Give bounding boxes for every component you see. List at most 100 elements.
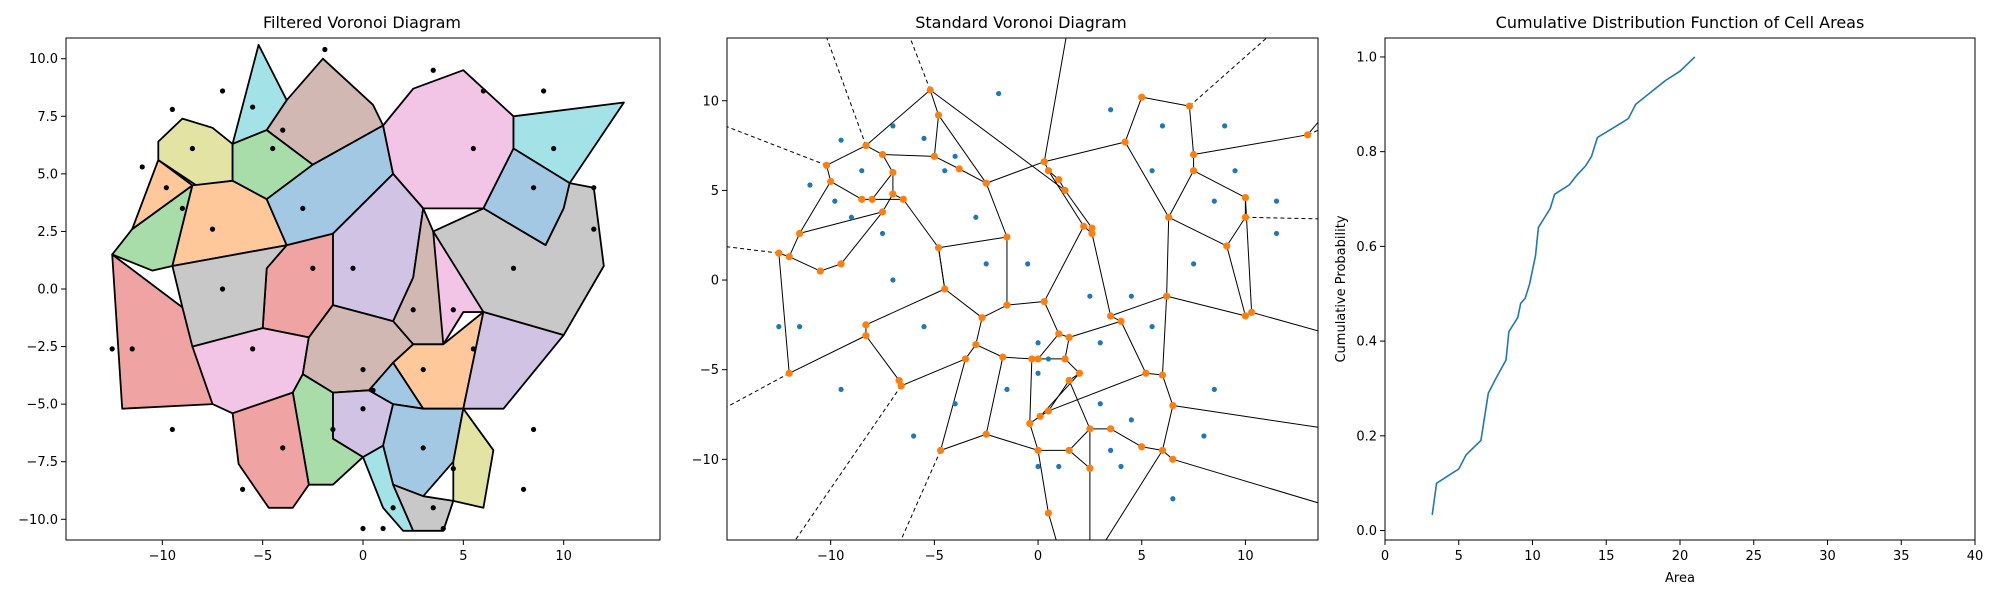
voronoi-edge [1068,428,1091,451]
voronoi-edge [1002,356,1032,360]
cdf-series-line [1431,56,1696,516]
voronoi-edge [840,211,883,265]
voronoi-vertex [1061,355,1069,363]
voronoi-edge [1043,38,1067,162]
seed-point [360,366,366,373]
voronoi-edge [1162,374,1174,406]
seed-point [551,145,557,152]
x-tick-label: 5 [459,549,467,564]
voronoi-vertex [1241,213,1250,221]
voronoi-cell [432,230,485,346]
input-point [983,261,989,267]
voronoi-cells [111,44,625,532]
voronoi-vertex [1086,425,1094,433]
voronoi-cell [452,407,495,509]
voronoi-cell [462,311,565,410]
voronoi-vertex [934,244,943,252]
seed-point [360,525,366,532]
voronoi-edge [799,211,883,234]
voronoi-edge [1166,295,1246,317]
y-tick-label: 0 [711,274,719,289]
voronoi-vertex [1223,242,1231,250]
input-point [1056,463,1062,470]
y-tick-label: 2.5 [37,225,58,240]
voronoi-vertex [1163,292,1171,300]
voronoi-vertex [1055,176,1063,184]
voronoi-edge [1047,512,1057,540]
voronoi-edge [1048,372,1147,412]
input-point [807,182,813,188]
voronoi-vertex [1158,371,1167,379]
seed-point [380,525,386,532]
input-point [1035,340,1041,346]
seed-point [420,445,426,451]
seed-point [390,505,396,511]
input-point [890,123,896,129]
voronoi-edge [944,288,983,319]
voronoi-edge [1172,458,1318,504]
voronoi-edge [1188,106,1195,155]
voronoi-edge [865,335,900,381]
seed-point [530,426,537,433]
voronoi-edge [1120,321,1147,374]
input-point [952,153,958,159]
voronoi-vertex [1028,355,1036,363]
input-point [1087,293,1093,299]
seed-point [520,486,527,492]
voronoi-edge [1124,96,1143,143]
voronoi-edge [1226,217,1246,247]
x-tick-label: −10 [149,549,176,564]
axes: −10 −5 0 5 10 −10 −5 0 5 10 [692,94,1254,564]
voronoi-edge [938,247,946,290]
voronoi-ray [1189,38,1268,107]
y-tick-label: −5.0 [26,398,58,413]
voronoi-vertex [1169,455,1177,463]
voronoi-edge [778,253,790,374]
x-tick-label: −5 [925,549,944,564]
voronoi-vertex [1088,224,1096,232]
seed-point [322,46,328,53]
seed-point [541,88,547,94]
standard-voronoi-panel: Standard Voronoi Diagram −10 −5 0 5 10 −10 −5 0… [692,13,1319,564]
seed-point [139,164,145,170]
chart-title: Filtered Voronoi Diagram [263,13,461,32]
seed-point [420,366,426,373]
voronoi-vertex [982,430,990,438]
input-point [1159,123,1166,129]
y-tick-label: −7.5 [26,455,58,470]
voronoi-edge [1006,301,1045,306]
voronoi-vertex [1158,446,1167,454]
voronoi-vertex [936,446,945,454]
input-point [1273,198,1280,204]
voronoi-edge [820,263,842,272]
seed-point [430,505,436,511]
voronoi-vertex [1142,369,1150,377]
seed-point [450,307,456,313]
input-point [1108,107,1114,113]
input-points [776,90,1280,502]
voronoi-vertex [1036,412,1044,420]
seed-point [360,406,366,412]
input-point [776,324,782,330]
input-point [996,90,1002,97]
input-point [1201,433,1207,439]
x-tick-label: −5 [253,549,272,564]
input-point [921,324,927,330]
voronoi-vertex [1034,446,1042,454]
x-tick-label: 30 [1819,549,1836,564]
voronoi-cell [231,391,310,509]
voronoi-edge [938,236,1008,249]
voronoi-vertex [889,168,897,177]
input-point [1273,230,1280,237]
voronoi-vertex [1040,297,1048,306]
seed-point [350,265,356,271]
voronoi-vertex [862,141,870,150]
axes: −10 −5 0 5 10 −10.0 −7.5 −5.0 −2.5 0.0 2.5 5.0 7.5 10… [18,52,572,564]
voronoi-edge [788,233,801,257]
y-tick-label: 0.0 [1356,524,1377,539]
voronoi-vertex [1065,446,1073,454]
input-point [838,386,844,392]
y-tick-label: 0.2 [1356,429,1377,444]
chart-title: Cumulative Distribution Function of Cell… [1496,13,1865,32]
voronoi-vertex [982,179,990,187]
